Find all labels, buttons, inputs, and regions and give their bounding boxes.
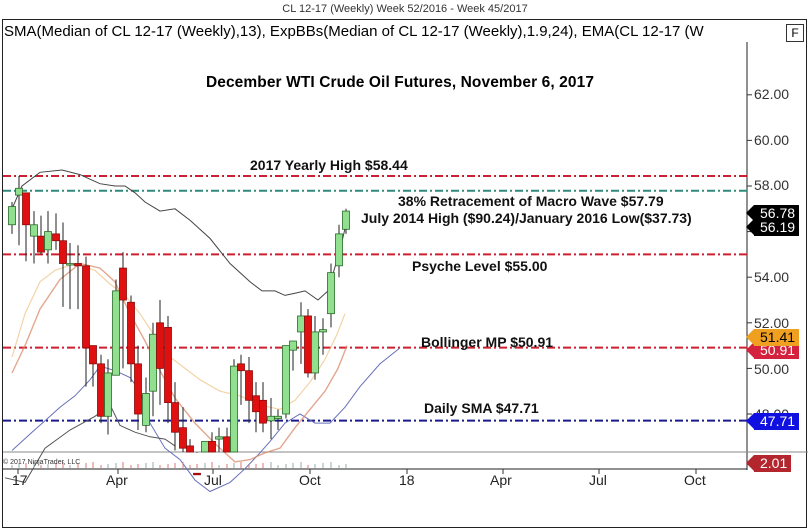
price-tag-volume: 2.01	[745, 455, 792, 472]
x-tick: Jul	[589, 472, 607, 488]
y-tick: 58.00	[754, 177, 790, 193]
candle	[297, 302, 305, 364]
candle	[311, 315, 319, 380]
candle	[156, 300, 164, 405]
chart-title: December WTI Crude Oil Futures, November…	[205, 74, 595, 91]
price-tag-sma: 51.41	[745, 329, 800, 346]
candle	[335, 224, 343, 278]
x-tick: Oct	[684, 472, 706, 488]
sma-line	[11, 262, 346, 411]
price-tag-bollinger-mp: 50.91	[745, 342, 800, 359]
y-tick: 60.00	[754, 132, 790, 148]
candle	[112, 279, 120, 376]
f-button[interactable]: F	[786, 24, 804, 42]
candle	[259, 382, 267, 433]
candle	[171, 382, 179, 451]
candle	[52, 213, 60, 250]
candle	[186, 439, 194, 453]
bollinger-lower	[11, 347, 401, 493]
annotation-psyche-level: Psyche Level $55.00	[412, 258, 548, 274]
price-tag-last: 56.19	[745, 219, 800, 236]
candle	[37, 215, 45, 255]
candle	[164, 315, 172, 424]
candle	[127, 295, 135, 383]
candle	[215, 427, 223, 452]
candle	[208, 432, 216, 453]
candle	[237, 354, 245, 405]
x-tick: Apr	[106, 472, 128, 488]
candle	[289, 340, 297, 371]
candle	[119, 252, 127, 369]
annotation-yearly-high: 2017 Yearly High $58.44	[250, 157, 408, 173]
candle	[252, 382, 260, 433]
candle	[230, 359, 238, 453]
x-tick: Jul	[204, 472, 222, 488]
candle	[89, 345, 97, 387]
candle	[66, 243, 74, 310]
candle	[82, 256, 90, 387]
candle	[134, 345, 142, 430]
x-tick: 18	[399, 472, 415, 488]
candle	[201, 440, 209, 453]
indicator-legend: SMA(Median of CL 12-17 (Weekly),13), Exp…	[4, 23, 704, 40]
candle	[319, 318, 327, 355]
price-tag-close: 56.78	[745, 205, 800, 222]
candle	[44, 211, 52, 264]
candle	[30, 211, 38, 264]
candle	[104, 359, 112, 435]
candle	[8, 201, 16, 234]
annotation-daily-sma: Daily SMA $47.71	[424, 400, 539, 416]
candle	[142, 377, 150, 433]
chart-frame	[2, 19, 807, 528]
candle	[149, 322, 157, 417]
annotation-bollinger-mp: Bollinger MP $50.91	[421, 334, 554, 350]
price-tag-daily-sma: 47.71	[745, 413, 800, 430]
candle	[179, 407, 187, 452]
candle	[22, 192, 30, 262]
copyright-notice: © 2017 NinjaTrader, LLC	[3, 459, 81, 466]
annotation-macro-wave: July 2014 High ($90.24)/January 2016 Low…	[361, 210, 692, 226]
candle	[74, 245, 82, 310]
bollinger-upper	[11, 169, 348, 301]
candle	[267, 398, 275, 440]
candle	[245, 357, 253, 424]
y-tick: 52.00	[754, 315, 790, 331]
candle	[342, 208, 350, 234]
candle	[282, 345, 290, 419]
candle	[223, 427, 231, 453]
candle	[15, 175, 23, 246]
x-tick: 17	[12, 472, 28, 488]
candle	[327, 263, 335, 328]
x-tick: Oct	[299, 472, 321, 488]
candle	[59, 222, 67, 307]
annotation-retracement: 38% Retracement of Macro Wave $57.79	[398, 193, 664, 209]
y-tick: 50.00	[754, 361, 790, 377]
y-tick: 54.00	[754, 269, 790, 285]
window-title: CL 12-17 (Weekly) Week 52/2016 - Week 45…	[282, 3, 528, 15]
x-tick: Apr	[490, 472, 512, 488]
candle	[274, 409, 282, 430]
candle	[97, 354, 105, 424]
candle	[304, 309, 312, 378]
y-tick: 62.00	[754, 86, 790, 102]
candle	[193, 452, 201, 476]
